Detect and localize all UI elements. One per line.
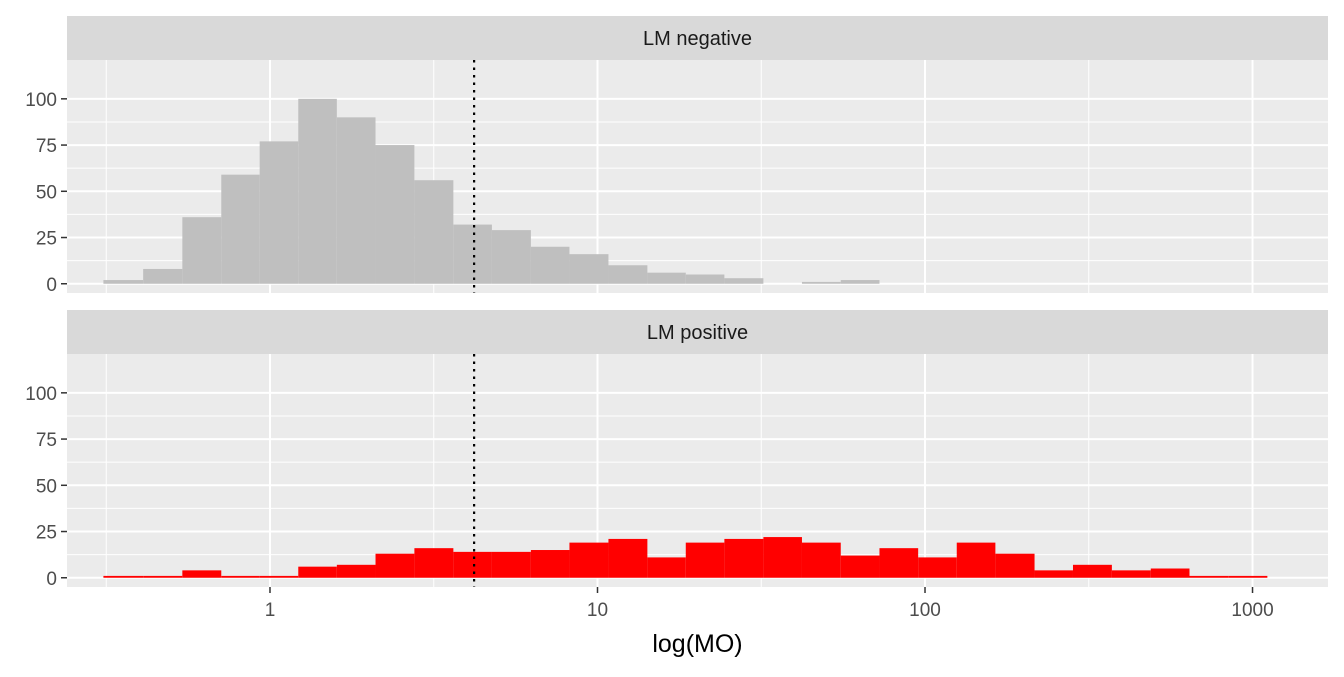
histogram-bar bbox=[956, 542, 996, 578]
histogram-bar bbox=[724, 278, 764, 284]
histogram-bar bbox=[103, 575, 144, 578]
histogram-bar bbox=[685, 274, 725, 284]
histogram-bar bbox=[182, 217, 222, 284]
y-tick-label: 25 bbox=[36, 229, 57, 250]
histogram-bar bbox=[259, 141, 299, 284]
histogram-bar bbox=[1150, 568, 1190, 578]
histogram-bar bbox=[336, 117, 376, 284]
histogram-bar bbox=[647, 272, 686, 284]
histogram-bar bbox=[724, 538, 764, 578]
histogram-bar bbox=[1228, 575, 1268, 578]
histogram-bar bbox=[375, 145, 415, 284]
y-tick-label: 50 bbox=[36, 476, 57, 497]
histogram-bar bbox=[608, 538, 648, 578]
histogram-bar bbox=[569, 542, 609, 578]
x-tick-label: 1 bbox=[265, 600, 276, 621]
histogram-bar bbox=[414, 548, 454, 578]
histogram-bar bbox=[1072, 564, 1112, 578]
histogram-bar bbox=[530, 246, 570, 284]
histogram-bar bbox=[801, 281, 841, 284]
histogram-bar bbox=[143, 575, 183, 578]
y-tick-label: 0 bbox=[46, 275, 57, 296]
facet-panel-1: LM negative 0 25 50 75 100 bbox=[25, 16, 1328, 296]
histogram-bar bbox=[375, 553, 415, 578]
y-tick-label: 100 bbox=[25, 384, 57, 405]
histogram-bar bbox=[801, 542, 841, 578]
histogram-bar bbox=[840, 555, 880, 578]
x-axis-title: log(MO) bbox=[652, 630, 742, 658]
histogram-bar bbox=[182, 570, 222, 578]
histogram-bar bbox=[298, 566, 337, 578]
histogram-bar bbox=[763, 537, 802, 578]
histogram-bar bbox=[143, 268, 183, 284]
histogram-bar bbox=[995, 553, 1035, 578]
y-tick-label: 75 bbox=[36, 136, 57, 157]
facet-strip bbox=[67, 310, 1328, 354]
y-tick-label: 75 bbox=[36, 430, 57, 451]
histogram-bar bbox=[221, 575, 260, 578]
histogram-bar bbox=[685, 542, 725, 578]
x-tick-label: 100 bbox=[909, 600, 941, 621]
histogram-bar bbox=[491, 551, 531, 578]
y-tick-label: 100 bbox=[25, 90, 57, 111]
histogram-bar bbox=[221, 174, 260, 284]
histogram-bar bbox=[840, 280, 880, 284]
facet-panel-2: LM positive 0 25 50 75 100 1 10 100 1000 bbox=[25, 310, 1328, 621]
histogram-bar bbox=[918, 557, 957, 578]
histogram-bar bbox=[1189, 575, 1229, 578]
facet-strip-title: LM negative bbox=[643, 28, 752, 50]
histogram-bar bbox=[103, 280, 144, 284]
histogram-bar bbox=[1034, 570, 1073, 578]
facet-strip-title: LM positive bbox=[647, 322, 748, 344]
histogram-bar bbox=[1111, 570, 1151, 578]
y-tick-label: 0 bbox=[46, 569, 57, 590]
histogram-bar bbox=[608, 265, 648, 284]
x-tick-label: 1000 bbox=[1231, 600, 1273, 621]
facet-strip bbox=[67, 16, 1328, 60]
histogram-bar bbox=[530, 550, 570, 578]
x-tick-label: 10 bbox=[587, 600, 608, 621]
y-tick-label: 25 bbox=[36, 523, 57, 544]
histogram-bar bbox=[569, 254, 609, 284]
histogram-bar bbox=[298, 98, 337, 284]
histogram-bar bbox=[879, 548, 919, 578]
histogram-bar bbox=[647, 557, 686, 578]
histogram-bar bbox=[453, 551, 492, 578]
histogram-bar bbox=[491, 230, 531, 284]
histogram-bar bbox=[453, 224, 492, 284]
histogram-bar bbox=[259, 575, 299, 578]
y-tick-label: 50 bbox=[36, 182, 57, 203]
histogram-bar bbox=[336, 564, 376, 578]
histogram-bar bbox=[414, 180, 454, 284]
